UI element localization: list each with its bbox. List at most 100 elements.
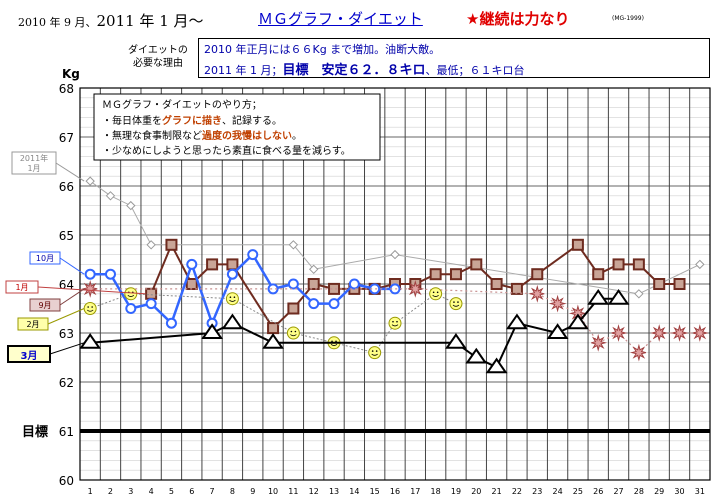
square-marker (207, 259, 217, 269)
circle-marker (126, 304, 135, 313)
y-tick-label: 60 (59, 474, 74, 488)
diamond-marker (635, 290, 643, 298)
square-marker (532, 269, 542, 279)
triangle-marker (589, 291, 607, 304)
x-tick-label: 19 (451, 487, 461, 496)
smiley-eye (433, 292, 435, 294)
burst-marker (673, 326, 687, 340)
smiley-eye (453, 301, 455, 303)
burst-marker (83, 282, 97, 296)
note-l2a: ・無理な食事制限など (102, 129, 202, 142)
smiley-eye (437, 292, 439, 294)
x-tick-label: 22 (512, 487, 522, 496)
smiley-eye (87, 306, 89, 308)
x-tick-label: 31 (695, 487, 705, 496)
x-tick-label: 17 (410, 487, 420, 496)
circle-marker (106, 270, 115, 279)
smiley-face (125, 288, 137, 300)
x-tick-label: 24 (552, 487, 562, 496)
x-tick-label: 6 (189, 487, 194, 496)
burst-marker (530, 287, 544, 301)
smiley-face (84, 303, 96, 315)
circle-marker (228, 270, 237, 279)
smiley-eye (372, 350, 374, 352)
x-tick-label: 5 (169, 487, 174, 496)
circle-marker (187, 260, 196, 269)
x-tick-label: 21 (492, 487, 502, 496)
series-segment (314, 255, 395, 270)
square-marker (227, 259, 237, 269)
smiley-face (430, 288, 442, 300)
x-tick-label: 25 (573, 487, 583, 496)
smiley-eye (91, 306, 93, 308)
series-segment (395, 294, 436, 323)
y-tick-label: 63 (59, 327, 74, 341)
x-tick-label: 23 (532, 487, 542, 496)
x-tick-label: 15 (370, 487, 380, 496)
goal-label: 目標 (22, 424, 48, 440)
x-tick-label: 8 (230, 487, 235, 496)
square-marker (431, 269, 441, 279)
note-l1a: ・毎日体重を (102, 114, 162, 127)
series-label-pointer (50, 343, 84, 354)
smiley-eye (230, 296, 232, 298)
x-tick-label: 11 (288, 487, 298, 496)
series-label: 2011年1月 (12, 152, 84, 181)
series-label-text: 3月 (21, 350, 38, 362)
x-tick-label: 20 (471, 487, 481, 496)
series-label-text: 10月 (36, 254, 54, 263)
x-tick-label: 3 (128, 487, 133, 496)
smiley-marker (389, 317, 401, 329)
circle-marker (309, 299, 318, 308)
square-marker (268, 323, 278, 333)
x-tick-label: 28 (634, 487, 644, 496)
square-marker (492, 279, 502, 289)
series-segment (537, 245, 578, 274)
smiley-marker (226, 293, 238, 305)
smiley-eye (234, 296, 236, 298)
circle-marker (86, 270, 95, 279)
series-label: 1月 (6, 281, 145, 294)
square-marker (634, 259, 644, 269)
square-marker (654, 279, 664, 289)
smiley-marker (287, 327, 299, 339)
note-l2c: 。 (292, 131, 302, 142)
circle-marker (167, 319, 176, 328)
y-tick-label: 66 (59, 180, 74, 194)
series-triangle (81, 291, 627, 373)
x-tick-label: 29 (654, 487, 664, 496)
series-label: 2月 (18, 309, 84, 331)
smiley-marker (369, 347, 381, 359)
burst-marker (591, 336, 605, 350)
square-marker (451, 269, 461, 279)
note-l2b: 過度の我慢はしない (201, 129, 292, 142)
circle-marker (330, 299, 339, 308)
circle-marker (350, 280, 359, 289)
square-marker (309, 279, 319, 289)
triangle-marker (223, 315, 241, 328)
x-tick-label: 1 (88, 487, 93, 496)
smiley-marker (430, 288, 442, 300)
circle-marker (289, 280, 298, 289)
smiley-marker (125, 288, 137, 300)
square-marker (675, 279, 685, 289)
diamond-marker (86, 177, 94, 185)
method-note-line1: ・毎日体重をグラフに描き、記録する。 (102, 114, 282, 127)
diamond-marker (147, 241, 155, 249)
note-l1c: 、記録する。 (222, 114, 282, 127)
smiley-face (450, 298, 462, 310)
y-tick-label: 67 (59, 131, 74, 145)
burst-marker (652, 326, 666, 340)
square-marker (593, 269, 603, 279)
diamond-marker (391, 251, 399, 259)
diamond-marker (106, 192, 114, 200)
smiley-face (369, 347, 381, 359)
method-note-line2: ・無理な食事制限など過度の我慢はしない。 (102, 129, 302, 142)
series-label: 10月 (30, 252, 84, 274)
method-note: ＭＧグラフ・ダイエットのやり方； ・毎日体重をグラフに描き、記録する。 ・無理な… (94, 94, 380, 160)
diamond-marker (696, 260, 704, 268)
series-label-text: 1月 (27, 164, 40, 173)
triangle-marker (488, 359, 506, 372)
square-marker (166, 240, 176, 250)
